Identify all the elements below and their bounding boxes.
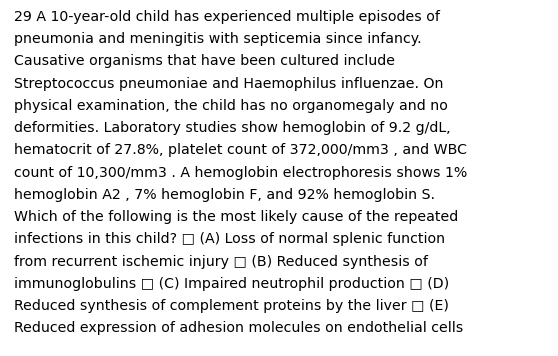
Text: deformities. Laboratory studies show hemoglobin of 9.2 g/dL,: deformities. Laboratory studies show hem… bbox=[14, 121, 450, 135]
Text: Reduced synthesis of complement proteins by the liver □ (E): Reduced synthesis of complement proteins… bbox=[14, 299, 449, 313]
Text: Streptococcus pneumoniae and Haemophilus influenzae. On: Streptococcus pneumoniae and Haemophilus… bbox=[14, 77, 444, 91]
Text: from recurrent ischemic injury □ (B) Reduced synthesis of: from recurrent ischemic injury □ (B) Red… bbox=[14, 255, 428, 269]
Text: hematocrit of 27.8%, platelet count of 372,000/mm3 , and WBC: hematocrit of 27.8%, platelet count of 3… bbox=[14, 143, 467, 157]
Text: physical examination, the child has no organomegaly and no: physical examination, the child has no o… bbox=[14, 99, 448, 113]
Text: infections in this child? □ (A) Loss of normal splenic function: infections in this child? □ (A) Loss of … bbox=[14, 232, 445, 246]
Text: pneumonia and meningitis with septicemia since infancy.: pneumonia and meningitis with septicemia… bbox=[14, 32, 422, 46]
Text: immunoglobulins □ (C) Impaired neutrophil production □ (D): immunoglobulins □ (C) Impaired neutrophi… bbox=[14, 277, 449, 291]
Text: Which of the following is the most likely cause of the repeated: Which of the following is the most likel… bbox=[14, 210, 458, 224]
Text: Reduced expression of adhesion molecules on endothelial cells: Reduced expression of adhesion molecules… bbox=[14, 321, 463, 335]
Text: count of 10,300/mm3 . A hemoglobin electrophoresis shows 1%: count of 10,300/mm3 . A hemoglobin elect… bbox=[14, 166, 467, 180]
Text: hemoglobin A2 , 7% hemoglobin F, and 92% hemoglobin S.: hemoglobin A2 , 7% hemoglobin F, and 92%… bbox=[14, 188, 435, 202]
Text: 29 A 10-year-old child has experienced multiple episodes of: 29 A 10-year-old child has experienced m… bbox=[14, 10, 440, 24]
Text: Causative organisms that have been cultured include: Causative organisms that have been cultu… bbox=[14, 54, 395, 68]
